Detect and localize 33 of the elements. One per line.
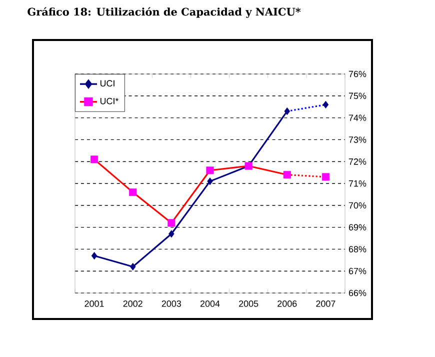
y-tick-label: 75%	[348, 92, 366, 100]
y-tick-label: 67%	[348, 268, 366, 274]
legend-label: UCI*	[100, 98, 119, 104]
point	[322, 173, 330, 181]
y-tick-label: 71%	[348, 180, 366, 187]
y-tick-label: 68%	[348, 246, 366, 252]
y-tick-label: 73%	[348, 136, 366, 143]
x-tick-label: 2002	[123, 300, 142, 307]
point	[283, 170, 291, 179]
point	[207, 178, 213, 186]
point	[129, 188, 137, 196]
y-tick-label: 70%	[348, 202, 366, 209]
point	[206, 166, 214, 174]
chart-title: Gráfico 18: Utilización de Capacidad y NAICU*	[28, 7, 301, 18]
legend-label: UCI	[100, 80, 114, 87]
point	[168, 230, 174, 238]
x-tick-label: 2006	[278, 300, 297, 307]
point	[284, 107, 290, 116]
y-tick-label: 76%	[348, 70, 366, 78]
y-tick-label: 74%	[348, 114, 366, 121]
y-tick-label: 72%	[348, 158, 366, 165]
x-tick-label: 2003	[162, 300, 182, 307]
point	[91, 252, 98, 260]
point	[168, 219, 176, 227]
point	[322, 100, 329, 108]
y-tick-label: 66%	[348, 290, 366, 296]
point	[90, 156, 98, 164]
x-tick-label: 2005	[239, 300, 258, 307]
x-tick-label: 2007	[316, 300, 336, 307]
x-tick-label: 2004	[200, 300, 220, 307]
y-tick-label: 69%	[348, 224, 366, 230]
x-tick-label: 2001	[84, 300, 104, 307]
point	[130, 262, 136, 271]
